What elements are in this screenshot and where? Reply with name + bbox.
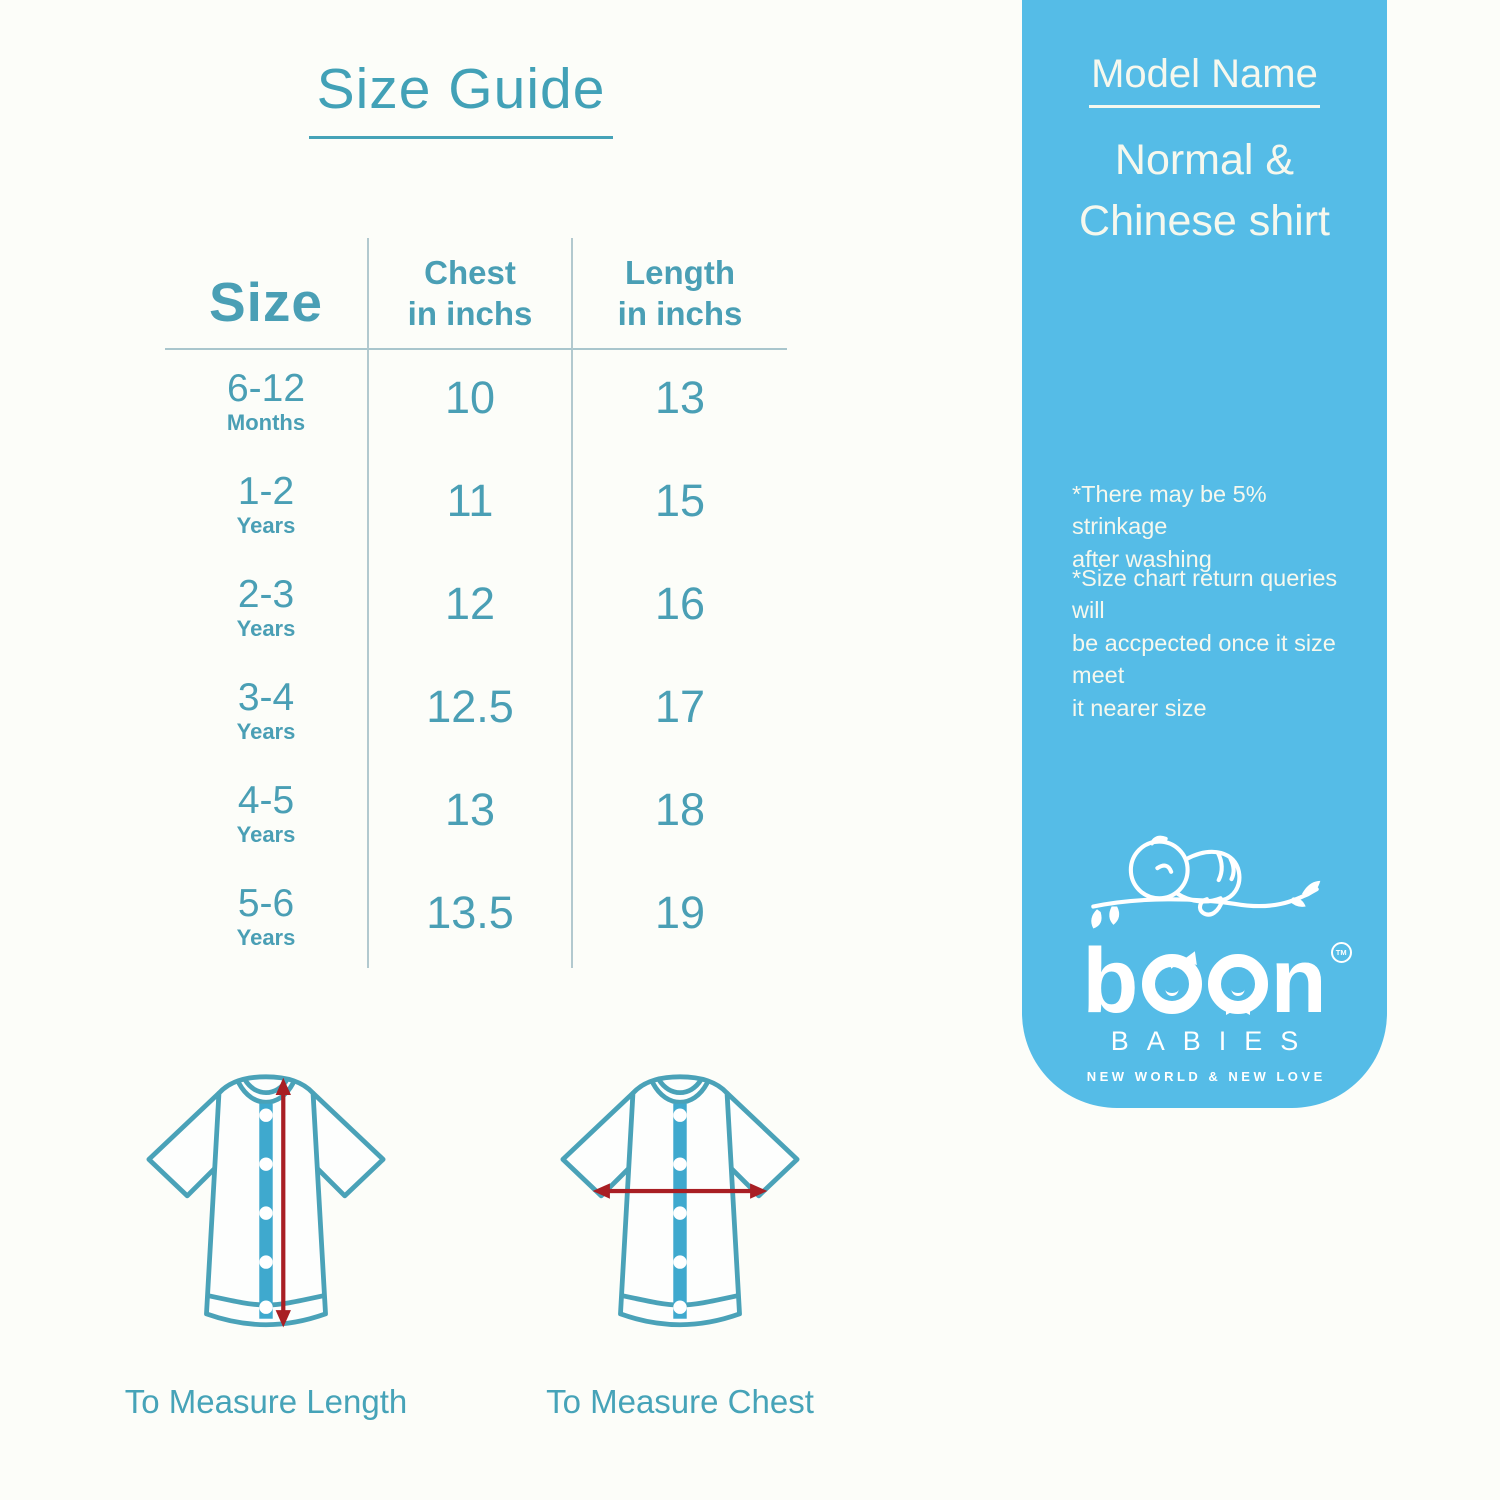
table-cell-chest: 12.5 xyxy=(367,659,573,762)
header-length: Length in inchs xyxy=(573,238,787,350)
wordmark-letter-b: b xyxy=(1082,930,1139,1032)
table-cell-length: 13 xyxy=(654,371,706,423)
shrinkage-note: *There may be 5% strinkage after washing xyxy=(1072,481,1267,572)
wordmark-o-boy xyxy=(1207,954,1268,1016)
wordmark-o-girl xyxy=(1141,951,1202,1015)
title-wrap: Size Guide xyxy=(165,56,757,139)
table-cell-chest: 13.5 xyxy=(367,865,573,968)
closed-eye-icon xyxy=(1165,986,1178,997)
closed-eye-icon xyxy=(1231,986,1244,997)
boon-wordmark: b n TM xyxy=(1082,930,1352,1032)
size-table: Size Chest in inchs Length in inchs 6-12… xyxy=(165,238,787,968)
trademark-icon: TM xyxy=(1330,942,1352,963)
wordmark-letter-n: n xyxy=(1270,930,1327,1032)
table-cell-length: 19 xyxy=(654,886,706,938)
size-table-header: Size Chest in inchs Length in inchs xyxy=(165,238,787,350)
table-row-size: 4-5 Years xyxy=(236,779,296,847)
header-size: Size xyxy=(165,238,367,350)
hair-bow-icon xyxy=(1168,951,1197,969)
table-cell-length: 17 xyxy=(654,680,706,732)
brand-sub-name: BABIES xyxy=(1110,1026,1317,1057)
length-arrow-icon xyxy=(275,1077,291,1328)
shirt-chest-diagram-icon xyxy=(560,1074,800,1328)
header-chest: Chest in inchs xyxy=(367,238,573,350)
table-row-size: 3-4 Years xyxy=(236,676,296,744)
model-name-heading: Model Name xyxy=(1022,52,1387,108)
page-title: Size Guide xyxy=(308,56,614,139)
brand-logo: b n TM BABIES NEW WORLD & NEW LOVE xyxy=(1022,816,1387,1084)
table-row-size: 6-12 Months xyxy=(226,367,306,435)
table-cell-length: 15 xyxy=(654,474,706,526)
chest-arrow-icon xyxy=(592,1183,768,1199)
table-cell-length: 18 xyxy=(654,783,706,835)
size-table-body: 6-12 Months 10 13 1-2 Years 11 15 2-3 Ye… xyxy=(165,350,787,968)
model-name-value: Normal & Chinese shirt xyxy=(1079,136,1330,246)
bow-tie-icon xyxy=(1225,1002,1250,1016)
table-row-size: 1-2 Years xyxy=(236,470,296,538)
model-info-panel: Model Name Normal & Chinese shirt *There… xyxy=(1022,0,1387,1108)
table-cell-chest: 10 xyxy=(367,350,573,453)
table-cell-chest: 11 xyxy=(367,453,573,556)
table-cell-chest: 12 xyxy=(367,556,573,659)
measure-length-label: To Measure Length xyxy=(124,1383,408,1420)
shirt-length-diagram-icon xyxy=(146,1074,386,1328)
table-cell-length: 16 xyxy=(654,577,706,629)
brand-tagline: NEW WORLD & NEW LOVE xyxy=(1086,1069,1326,1085)
table-cell-chest: 13 xyxy=(367,762,573,865)
sleeping-baby-icon xyxy=(1090,835,1320,929)
measure-chest-label: To Measure Chest xyxy=(546,1383,814,1420)
return-policy-note: *Size chart return queries will be accpe… xyxy=(1072,565,1338,721)
table-row-size: 5-6 Years xyxy=(236,882,296,950)
table-row-size: 2-3 Years xyxy=(236,573,296,641)
